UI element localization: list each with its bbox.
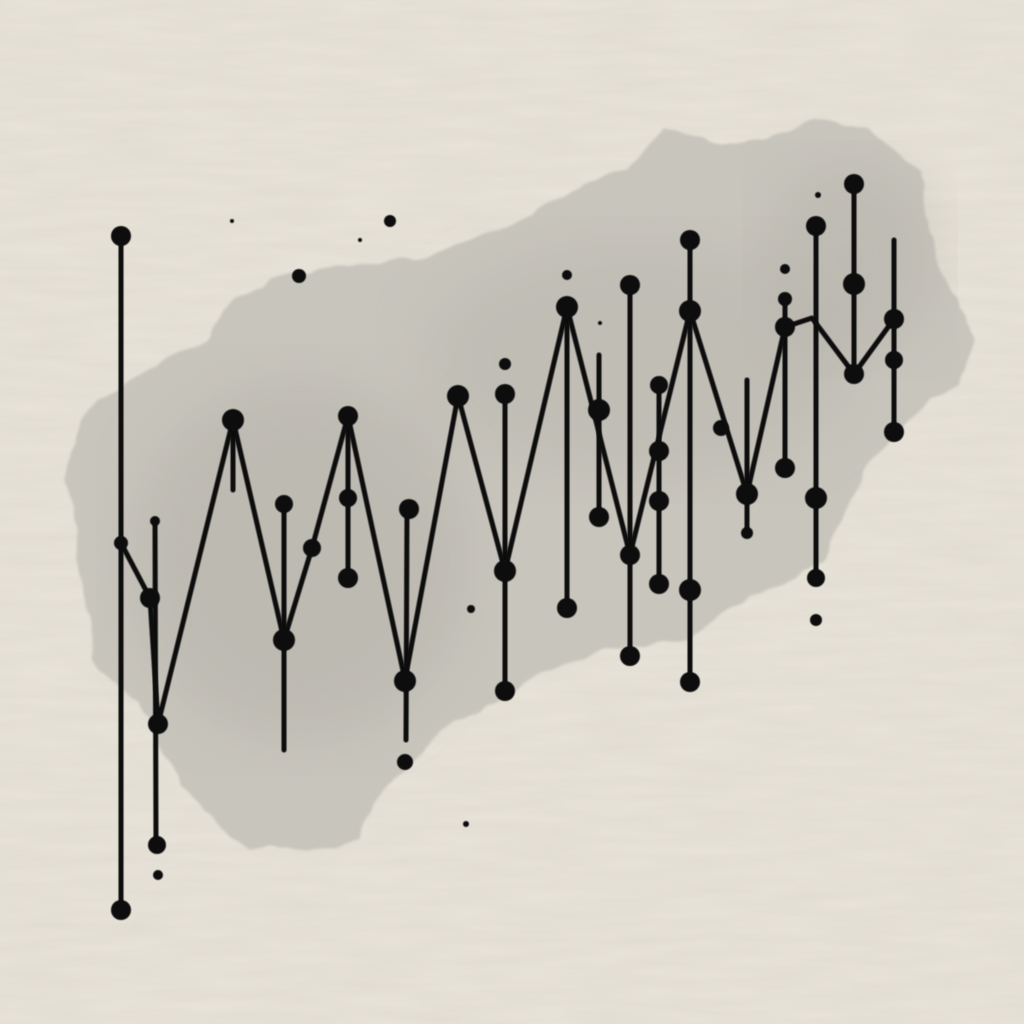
ink-dot (399, 499, 419, 519)
ink-dot (588, 399, 610, 421)
ink-dot (885, 351, 903, 369)
ink-dot (148, 714, 168, 734)
ink-speckle (815, 192, 821, 198)
ink-dot (222, 409, 244, 431)
ink-dot (150, 516, 160, 526)
ink-dot (275, 495, 293, 513)
ink-dot (394, 670, 416, 692)
ink-dot (843, 273, 865, 295)
ink-speckle (230, 219, 234, 223)
ink-stem (403, 507, 410, 743)
ink-dot (303, 539, 321, 557)
ink-dot (741, 527, 753, 539)
ink-dot (680, 672, 700, 692)
ink-speckle (384, 215, 396, 227)
ink-dot (339, 489, 357, 507)
ink-dot (807, 569, 825, 587)
ink-dot (775, 458, 795, 478)
ink-dot (649, 574, 669, 594)
ink-dot (780, 264, 790, 274)
ink-dot (884, 422, 904, 442)
ink-dot (775, 317, 795, 337)
ink-dot (810, 614, 822, 626)
watercolor-wash (68, 120, 975, 850)
ink-dot (649, 491, 669, 511)
ink-dot (620, 646, 640, 666)
ink-dot (338, 568, 358, 588)
ink-dot (589, 507, 609, 527)
ink-dot (148, 836, 166, 854)
ink-dot (153, 870, 163, 880)
ink-dot (397, 754, 413, 770)
ink-dot (111, 900, 131, 920)
ink-dot (884, 309, 904, 329)
ink-dot (140, 588, 160, 608)
ink-speckle (598, 321, 602, 325)
ink-dot (111, 226, 131, 246)
ink-dot (494, 560, 516, 582)
ink-dot (680, 230, 700, 250)
ink-dot (562, 270, 572, 280)
ink-dot (650, 376, 668, 394)
ink-dot (495, 384, 515, 404)
ink-dot (499, 358, 511, 370)
ink-dot (557, 598, 577, 618)
ink-speckle (467, 605, 475, 613)
ink-dot (556, 296, 578, 318)
ink-dot (114, 536, 128, 550)
ink-dot (447, 385, 469, 407)
ink-speckle (358, 238, 362, 242)
ink-dot (679, 579, 701, 601)
ink-speckle (292, 269, 306, 283)
ink-dots (111, 174, 904, 920)
ink-dot (679, 300, 701, 322)
ink-dot (805, 487, 827, 509)
ink-dot (649, 441, 669, 461)
ink-dot (713, 420, 729, 436)
ink-dot (620, 545, 640, 565)
ink-dot (620, 275, 640, 295)
ink-dot (844, 364, 864, 384)
ink-dot (338, 406, 358, 426)
ink-dot (736, 483, 758, 505)
ink-dot (844, 174, 864, 194)
ink-dot (778, 292, 792, 306)
ink-speckle (463, 821, 469, 827)
ink-dot (273, 629, 295, 651)
ink-dot (495, 681, 515, 701)
ink-dot (806, 216, 826, 236)
